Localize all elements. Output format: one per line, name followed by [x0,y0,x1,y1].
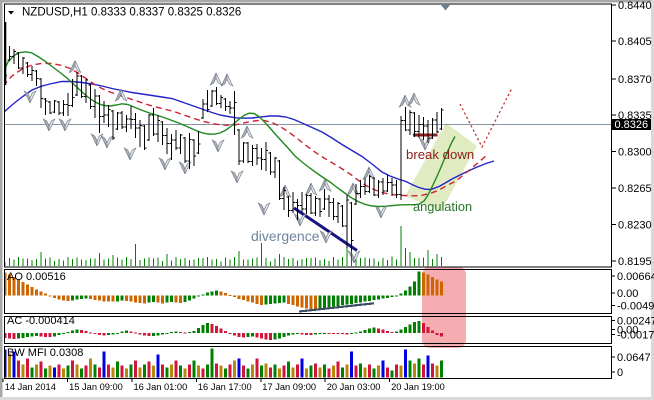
svg-text:0.8326: 0.8326 [615,119,649,131]
svg-text:angulation: angulation [413,199,472,214]
svg-text:15 Jan 09:00: 15 Jan 09:00 [69,382,123,392]
svg-text:0.8230: 0.8230 [618,220,652,232]
svg-text:0.00664: 0.00664 [617,271,654,283]
svg-text:0.8370: 0.8370 [618,74,652,86]
svg-text:divergence: divergence [251,228,320,244]
svg-text:AC -0.000414: AC -0.000414 [7,315,75,327]
svg-text:20 Jan 19:00: 20 Jan 19:00 [391,382,445,392]
svg-text:0.8265: 0.8265 [618,183,652,195]
svg-text:0.00: 0.00 [617,325,638,337]
svg-text:0: 0 [617,367,623,379]
svg-text:0.002477: 0.002477 [617,316,654,328]
svg-text:BW MFI 0.0308: BW MFI 0.0308 [7,347,83,359]
svg-text:AO 0.00516: AO 0.00516 [7,271,66,283]
svg-text:16 Jan 17:00: 16 Jan 17:00 [198,382,252,392]
svg-text:0.8195: 0.8195 [618,256,652,268]
svg-text:NZDUSD,H1 0.8333 0.8337 0.832: NZDUSD,H1 0.8333 0.8337 0.8325 0.8326 [22,7,241,19]
svg-text:break down: break down [406,147,474,162]
svg-text:20 Jan 03:00: 20 Jan 03:00 [327,382,381,392]
svg-text:14 Jan 2014: 14 Jan 2014 [5,382,56,392]
svg-text:0.0647: 0.0647 [617,352,651,364]
svg-text:0.8405: 0.8405 [618,36,652,48]
svg-text:17 Jan 09:00: 17 Jan 09:00 [262,382,316,392]
svg-text:0.00: 0.00 [617,288,638,300]
svg-text:-0.00178: -0.00178 [617,329,654,341]
svg-text:0.8300: 0.8300 [618,147,652,159]
svg-text:-0.00497: -0.00497 [617,301,654,313]
svg-text:16 Jan 01:00: 16 Jan 01:00 [134,382,188,392]
svg-text:0.8440: 0.8440 [618,0,652,12]
